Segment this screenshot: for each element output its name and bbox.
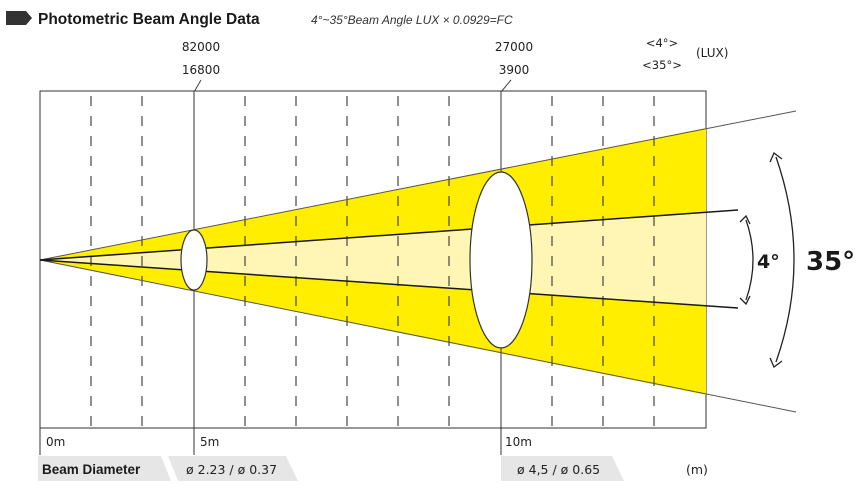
diameter-10m-box [501,456,624,481]
narrow-angle-label: 4° [757,251,780,273]
wide-arrow-bottom-icon [769,357,783,369]
wide-angle-arc [775,156,795,363]
distance-label-5m: 5m [200,435,219,449]
narrow-angle-arc [745,219,754,301]
beam-section-10m [469,171,533,349]
diameter-5m: ø 2.23 / ø 0.37 [186,462,277,477]
legend-narrow-label: <4°> [646,36,678,50]
wide-arrow-top-icon [769,151,783,163]
legend-wide-label: <35°> [642,58,682,72]
beam-diameter-label: Beam Diameter [42,462,141,477]
lux-narrow-10m: 27000 [495,40,533,54]
lux-narrow-5m: 82000 [182,40,220,54]
beam-edge-lines [39,110,797,413]
wide-angle-label: 35° [806,247,855,277]
beam-diameter-tag [38,456,171,481]
distance-label-10m: 10m [505,435,532,449]
grid-dashed-lines [90,96,655,428]
diameter-5m-box [168,456,298,481]
lux-5m-pointer [193,79,202,93]
header-marker-icon [6,11,32,25]
lux-wide-5m: 16800 [182,63,220,77]
distance-label-0m: 0m [46,435,65,449]
lux-wide-10m: 3900 [499,63,530,77]
narrow-arrow-bottom-icon [739,295,751,306]
header-subtitle: 4°~35°Beam Angle LUX × 0.0929=FC [311,13,513,27]
diameter-10m: ø 4,5 / ø 0.65 [517,462,600,477]
beam-section-5m [180,229,208,291]
lux-10m-pointer [500,79,512,93]
narrow-beam-edges [39,209,739,309]
narrow-beam-cone [40,212,706,306]
narrow-arrow-top-icon [739,214,751,225]
legend-unit: (LUX) [696,46,728,60]
header-title: Photometric Beam Angle Data [38,11,260,28]
diameter-unit: (m) [686,462,708,477]
